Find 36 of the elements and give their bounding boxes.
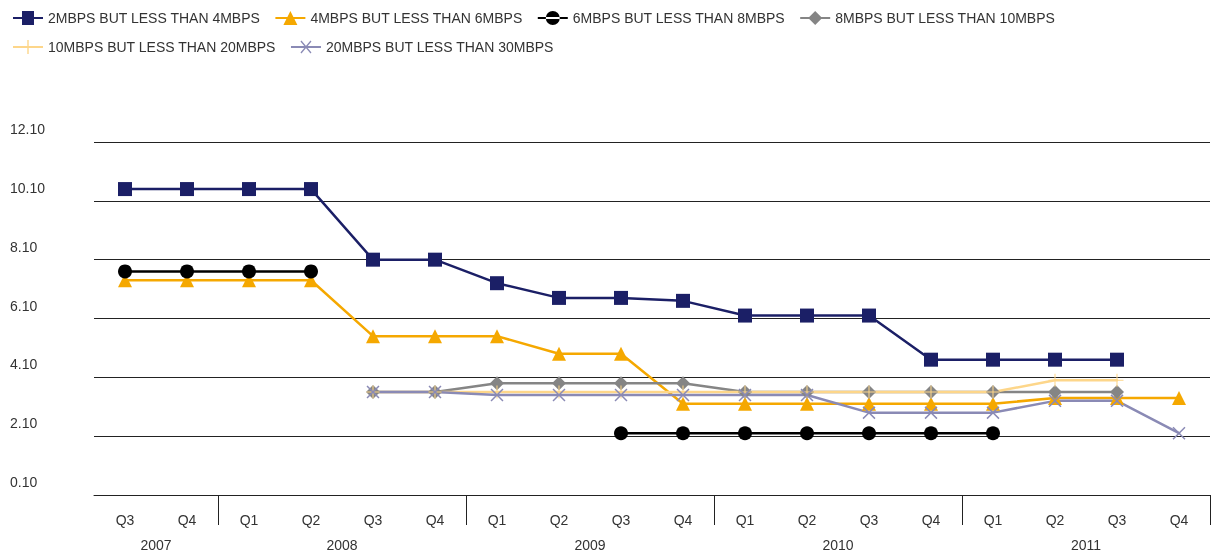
- x-tick-label: Q1: [983, 512, 1003, 528]
- y-tick-label: 4.10: [10, 356, 38, 373]
- text: 2010: [822, 537, 854, 553]
- y-tick-label: 12.10: [10, 121, 46, 137]
- legend-label: 8MBPS BUT LESS THAN 10MBPS: [835, 10, 1055, 26]
- x-tick-label: Q1: [239, 512, 259, 528]
- x-tick-label: Q4: [673, 512, 693, 528]
- x-tick-label: Q1: [735, 512, 755, 528]
- legend-label: 6MBPS BUT LESS THAN 8MBPS: [572, 10, 785, 26]
- legend-label: 2MBPS BUT LESS THAN 4MBPS: [48, 10, 260, 26]
- x-tick-label: Q2: [1045, 512, 1065, 528]
- legend-label: 10MBPS BUT LESS THAN 20MBPS: [48, 39, 276, 55]
- x-tick-label: Q2: [301, 512, 321, 528]
- y-tick-label: 6.10: [10, 297, 38, 314]
- x-tick-label: Q2: [797, 512, 817, 528]
- y-tick-label: 10.10: [10, 179, 46, 196]
- x-tick-label: Q1: [487, 512, 507, 528]
- x-tick-label: Q3: [1107, 512, 1127, 528]
- x-tick-label: Q3: [859, 512, 879, 528]
- y-tick-label: 8.10: [10, 238, 38, 255]
- x-tick-label: Q4: [921, 512, 941, 528]
- text: 2008: [326, 537, 358, 553]
- x-tick-label: Q4: [1169, 512, 1189, 528]
- x-tick-label: Q3: [115, 512, 135, 528]
- legend-label: 20MBPS BUT LESS THAN 30MBPS: [325, 39, 554, 55]
- text: 2011: [1070, 537, 1102, 553]
- text: 2007: [140, 537, 172, 553]
- text: 2009: [574, 537, 606, 553]
- x-tick-label: Q3: [363, 512, 383, 528]
- y-tick-label: 0.10: [10, 474, 38, 490]
- x-tick-label: Q4: [425, 512, 445, 528]
- x-tick-label: Q4: [177, 512, 197, 528]
- x-tick-label: Q2: [549, 512, 569, 528]
- legend-label: 4MBPS BUT LESS THAN 6MBPS: [310, 10, 523, 26]
- x-tick-label: Q3: [611, 512, 631, 528]
- y-tick-label: 2.10: [10, 415, 38, 432]
